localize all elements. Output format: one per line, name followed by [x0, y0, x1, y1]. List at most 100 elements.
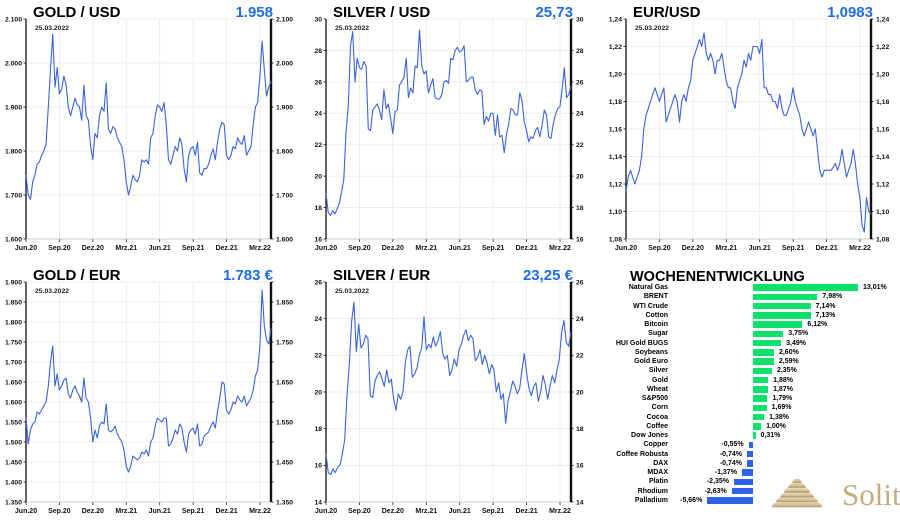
- bar-value-label: 2,59%: [778, 358, 799, 365]
- bar-category-label: WTI Crude: [633, 302, 668, 310]
- bar-row: BRENT 7,98%: [600, 292, 900, 301]
- bar-row: Cocoa 1,38%: [600, 413, 900, 422]
- bar-value-label: -0,74%: [719, 450, 743, 458]
- bar-row: Wheat 1,87%: [600, 385, 900, 394]
- svg-text:Mrz.22: Mrz.22: [849, 245, 871, 252]
- svg-text:26: 26: [576, 79, 584, 86]
- bar-value-label: 7,13%: [815, 311, 836, 319]
- svg-text:1,18: 1,18: [609, 99, 622, 106]
- bar-row: Rhodium -2,63%: [600, 487, 900, 496]
- svg-text:Dez.20: Dez.20: [82, 508, 104, 515]
- svg-text:Jun.21: Jun.21: [749, 245, 771, 252]
- svg-text:18: 18: [576, 205, 584, 212]
- svg-text:2.000: 2.000: [5, 60, 22, 67]
- bar-category-label: BRENT: [643, 293, 668, 301]
- svg-text:1,14: 1,14: [876, 154, 889, 161]
- svg-text:16: 16: [314, 236, 322, 243]
- svg-text:16: 16: [576, 463, 584, 470]
- bar-value-label: 7,14%: [815, 302, 836, 310]
- svg-text:14: 14: [576, 499, 584, 506]
- bar: [753, 339, 782, 347]
- bar: [707, 497, 753, 504]
- svg-text:Jun.20: Jun.20: [615, 245, 637, 252]
- bar-row: Soybeans 2,60%: [600, 348, 900, 357]
- bar-row: Coffee Robusta -0,74%: [600, 450, 900, 459]
- bar: [753, 284, 858, 291]
- svg-text:Jun.20: Jun.20: [315, 245, 337, 252]
- bar: [753, 413, 765, 421]
- svg-text:1,10: 1,10: [609, 209, 622, 216]
- silver-eur-line-chart: Jun.20 Sep.20 Dez.20 Mrz.21 Jun.21 Sep.21 Dez.…: [314, 279, 584, 515]
- bar-value-label: 2,60%: [778, 348, 799, 356]
- svg-text:20: 20: [314, 174, 322, 181]
- svg-text:Dez.21: Dez.21: [515, 245, 537, 252]
- svg-text:1.350: 1.350: [276, 499, 293, 506]
- svg-text:1,18: 1,18: [876, 99, 889, 106]
- svg-text:Sep.21: Sep.21: [182, 508, 205, 515]
- bar-category-label: DAX: [653, 459, 668, 467]
- svg-text:26: 26: [314, 279, 322, 286]
- bar-value-label: 2,35%: [776, 367, 797, 375]
- weekly-performance-chart: Natural Gas 13,01% BRENT 7,98% WTI Crude 7,14…: [600, 283, 900, 509]
- svg-text:18: 18: [314, 426, 322, 433]
- bar: [753, 367, 772, 375]
- svg-text:18: 18: [314, 205, 322, 212]
- bar-row: Bitcoin 6,12%: [600, 320, 900, 329]
- eur-usd-line-chart: Jun.20 Sep.20 Dez.20 Mrz.21 Jun.21 Sep.21 Dez.…: [609, 16, 890, 252]
- bar-value-label: 3,49%: [786, 339, 807, 347]
- svg-text:Mrz.22: Mrz.22: [249, 245, 271, 252]
- gold-usd-line-chart: Jun.20 Sep.20 Dez.20 Mrz.21 Jun.21 Sep.21 Dez.…: [5, 16, 293, 252]
- bar: [741, 469, 753, 476]
- panel-eur-usd: Jun.20 Sep.20 Dez.20 Mrz.21 Jun.21 Sep.21 Dez.…: [600, 0, 900, 263]
- bar-category-label: Coffee Robusta: [616, 450, 668, 458]
- bar-category-label: Silver: [648, 367, 668, 375]
- panel-wochenentwicklung: WOCHENENTWICKLUNG Natural Gas 13,01% BRENT…: [600, 263, 900, 526]
- bar-row: S&P500 1,79%: [600, 394, 900, 403]
- svg-text:1.750: 1.750: [276, 339, 293, 346]
- bar-value-label: 1,69%: [771, 404, 792, 412]
- bar: [747, 460, 753, 467]
- svg-text:Dez.21: Dez.21: [215, 245, 237, 252]
- svg-text:Sep.21: Sep.21: [182, 245, 205, 252]
- bar-category-label: Dow Jones: [631, 432, 668, 439]
- svg-text:1.450: 1.450: [276, 459, 293, 466]
- bar-row: MDAX -1,37%: [600, 468, 900, 477]
- bar-value-label: -0,74%: [719, 459, 743, 467]
- svg-text:Mrz.21: Mrz.21: [715, 245, 737, 252]
- bar-value-label: 13,01%: [862, 284, 887, 291]
- svg-text:1.900: 1.900: [5, 104, 22, 111]
- bar: [753, 302, 811, 310]
- svg-text:1.900: 1.900: [5, 279, 22, 286]
- svg-text:18: 18: [576, 426, 584, 433]
- svg-text:Jun.20: Jun.20: [15, 245, 37, 252]
- bar-value-label: 7,98%: [822, 293, 843, 301]
- bar-chart-title: WOCHENENTWICKLUNG: [630, 269, 805, 285]
- bar: [753, 349, 774, 356]
- bar-category-label: Bitcoin: [644, 321, 668, 328]
- svg-text:1.600: 1.600: [5, 236, 22, 243]
- bar-row: Gold Euro 2,59%: [600, 357, 900, 366]
- svg-text:Sep.21: Sep.21: [482, 508, 505, 515]
- svg-text:22: 22: [576, 353, 584, 360]
- bar-category-label: Gold: [652, 376, 668, 384]
- svg-text:Dez.20: Dez.20: [682, 245, 704, 252]
- svg-text:Sep.20: Sep.20: [48, 508, 71, 515]
- svg-text:Sep.20: Sep.20: [48, 245, 71, 252]
- svg-text:1.400: 1.400: [5, 479, 22, 486]
- bar-value-label: 1,38%: [769, 413, 789, 421]
- bar-category-label: Palladium: [634, 496, 668, 504]
- svg-text:20: 20: [314, 389, 322, 396]
- bar-value-label: 1,87%: [773, 385, 793, 393]
- bar: [753, 312, 811, 319]
- bar-row: Cotton 7,13%: [600, 311, 900, 320]
- svg-text:Sep.20: Sep.20: [348, 508, 371, 515]
- svg-text:Dez.20: Dez.20: [382, 245, 404, 252]
- bar-value-label: 1,79%: [772, 395, 793, 402]
- bar-row: Coffee 1,00%: [600, 422, 900, 431]
- svg-text:20: 20: [576, 389, 584, 396]
- svg-text:1.700: 1.700: [5, 359, 22, 366]
- svg-text:30: 30: [576, 16, 584, 23]
- svg-text:1,14: 1,14: [609, 154, 622, 161]
- bar-row: Copper -0,55%: [600, 440, 900, 449]
- bar-value-label: 0,31%: [760, 432, 781, 439]
